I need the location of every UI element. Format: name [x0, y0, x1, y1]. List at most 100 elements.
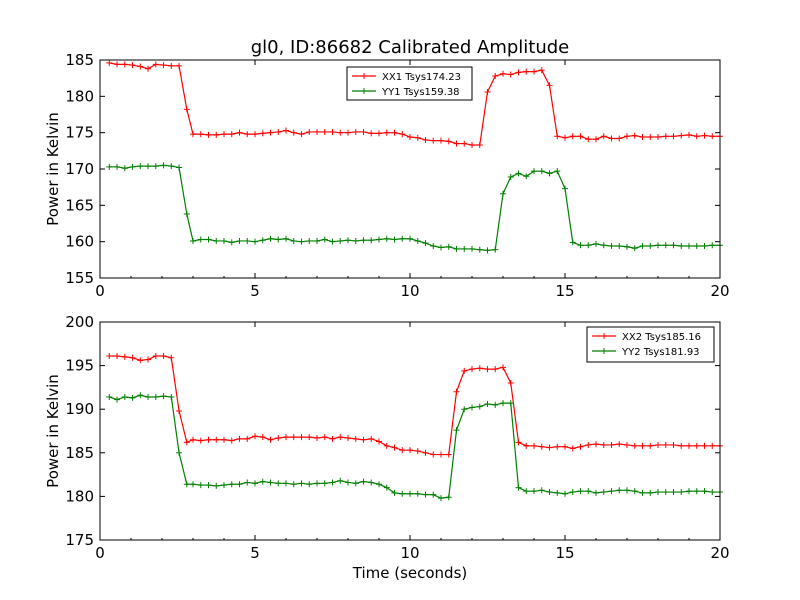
data-point-marker	[585, 242, 592, 249]
data-point-marker	[445, 138, 452, 145]
data-point-marker	[152, 353, 159, 360]
data-point-marker	[469, 142, 475, 149]
data-point-marker	[484, 400, 491, 407]
data-point-marker	[213, 237, 220, 244]
y-tick-label: 195	[65, 357, 94, 375]
data-point-marker	[430, 137, 437, 144]
data-point-marker	[655, 134, 661, 141]
data-point-marker	[484, 247, 491, 254]
data-point-marker	[678, 489, 685, 496]
data-point-marker	[259, 434, 266, 441]
data-point-marker	[345, 237, 351, 244]
data-point-marker	[500, 364, 506, 371]
data-point-marker	[314, 237, 320, 244]
data-point-marker	[655, 242, 661, 249]
data-point-marker	[329, 479, 336, 486]
data-point-marker	[252, 480, 258, 487]
data-point-marker	[693, 243, 700, 250]
data-point-marker	[114, 61, 121, 68]
data-point-marker	[500, 400, 506, 407]
data-point-marker	[701, 132, 708, 139]
data-point-marker	[686, 243, 692, 250]
legend-label: YY2 Tsys181.93	[621, 347, 700, 358]
legend-label: XX1 Tsys174.23	[382, 72, 461, 83]
data-point-marker	[693, 488, 700, 495]
data-point-marker	[476, 142, 483, 149]
data-point-marker	[329, 128, 336, 135]
data-point-marker	[168, 354, 175, 361]
data-point-marker	[314, 434, 320, 441]
data-point-marker	[546, 170, 553, 177]
data-point-marker	[290, 481, 297, 488]
data-point-marker	[267, 436, 274, 443]
legend-label: YY1 Tsys159.38	[381, 87, 460, 98]
data-point-marker	[647, 243, 654, 250]
data-point-marker	[145, 65, 152, 72]
data-point-marker	[221, 131, 227, 138]
data-point-marker	[259, 478, 266, 485]
data-point-marker	[538, 487, 545, 494]
data-point-marker	[554, 133, 561, 140]
data-point-marker	[562, 185, 568, 192]
data-point-marker	[562, 443, 568, 450]
data-point-marker	[538, 67, 545, 74]
data-point-marker	[221, 237, 227, 244]
data-point-marker	[205, 482, 212, 489]
data-point-marker	[686, 488, 692, 495]
data-point-marker	[616, 487, 623, 494]
y-tick-label: 180	[65, 87, 94, 105]
data-point-marker	[407, 235, 413, 242]
data-point-marker	[252, 433, 258, 440]
data-point-marker	[221, 482, 227, 489]
data-point-marker	[290, 237, 297, 244]
data-point-marker	[275, 236, 282, 243]
data-point-marker	[577, 133, 584, 140]
data-point-marker	[190, 237, 196, 244]
x-tick-label: 15	[555, 544, 574, 562]
x-tick-label: 5	[250, 282, 260, 300]
data-point-marker	[391, 444, 398, 451]
data-point-marker	[593, 489, 599, 496]
data-point-marker	[106, 393, 113, 400]
data-point-marker	[129, 163, 136, 170]
data-point-marker	[252, 238, 258, 245]
x-tick-label: 20	[710, 544, 729, 562]
data-point-marker	[152, 61, 159, 68]
data-point-marker	[709, 242, 716, 249]
data-point-marker	[368, 435, 375, 442]
data-point-marker	[283, 434, 289, 441]
data-point-marker	[438, 495, 444, 502]
data-point-marker	[709, 442, 716, 449]
data-point-marker	[515, 69, 522, 76]
data-point-marker	[662, 441, 669, 448]
data-point-marker	[600, 489, 607, 496]
data-point-marker	[399, 447, 406, 454]
data-point-marker	[106, 353, 113, 360]
data-point-marker	[414, 490, 421, 497]
data-point-marker	[453, 245, 460, 252]
data-point-marker	[228, 437, 235, 444]
data-point-marker	[137, 357, 144, 364]
data-point-marker	[678, 442, 685, 449]
legend-marker	[361, 73, 367, 79]
data-point-marker	[290, 129, 297, 136]
data-point-marker	[205, 436, 212, 443]
data-point-marker	[399, 490, 406, 497]
data-point-marker	[197, 236, 204, 243]
data-point-marker	[360, 436, 367, 443]
data-point-marker	[507, 400, 514, 407]
data-point-marker	[329, 435, 336, 442]
data-point-marker	[523, 173, 530, 180]
data-point-marker	[523, 488, 530, 495]
data-point-marker	[337, 129, 344, 136]
data-point-marker	[523, 442, 530, 449]
data-point-marker	[569, 445, 576, 452]
data-point-marker	[129, 62, 136, 69]
data-point-marker	[368, 237, 375, 244]
data-point-marker	[290, 434, 297, 441]
x-axis-label: Time (seconds)	[352, 564, 468, 582]
legend-marker	[361, 88, 367, 94]
data-point-marker	[337, 237, 344, 244]
data-point-marker	[569, 239, 576, 246]
